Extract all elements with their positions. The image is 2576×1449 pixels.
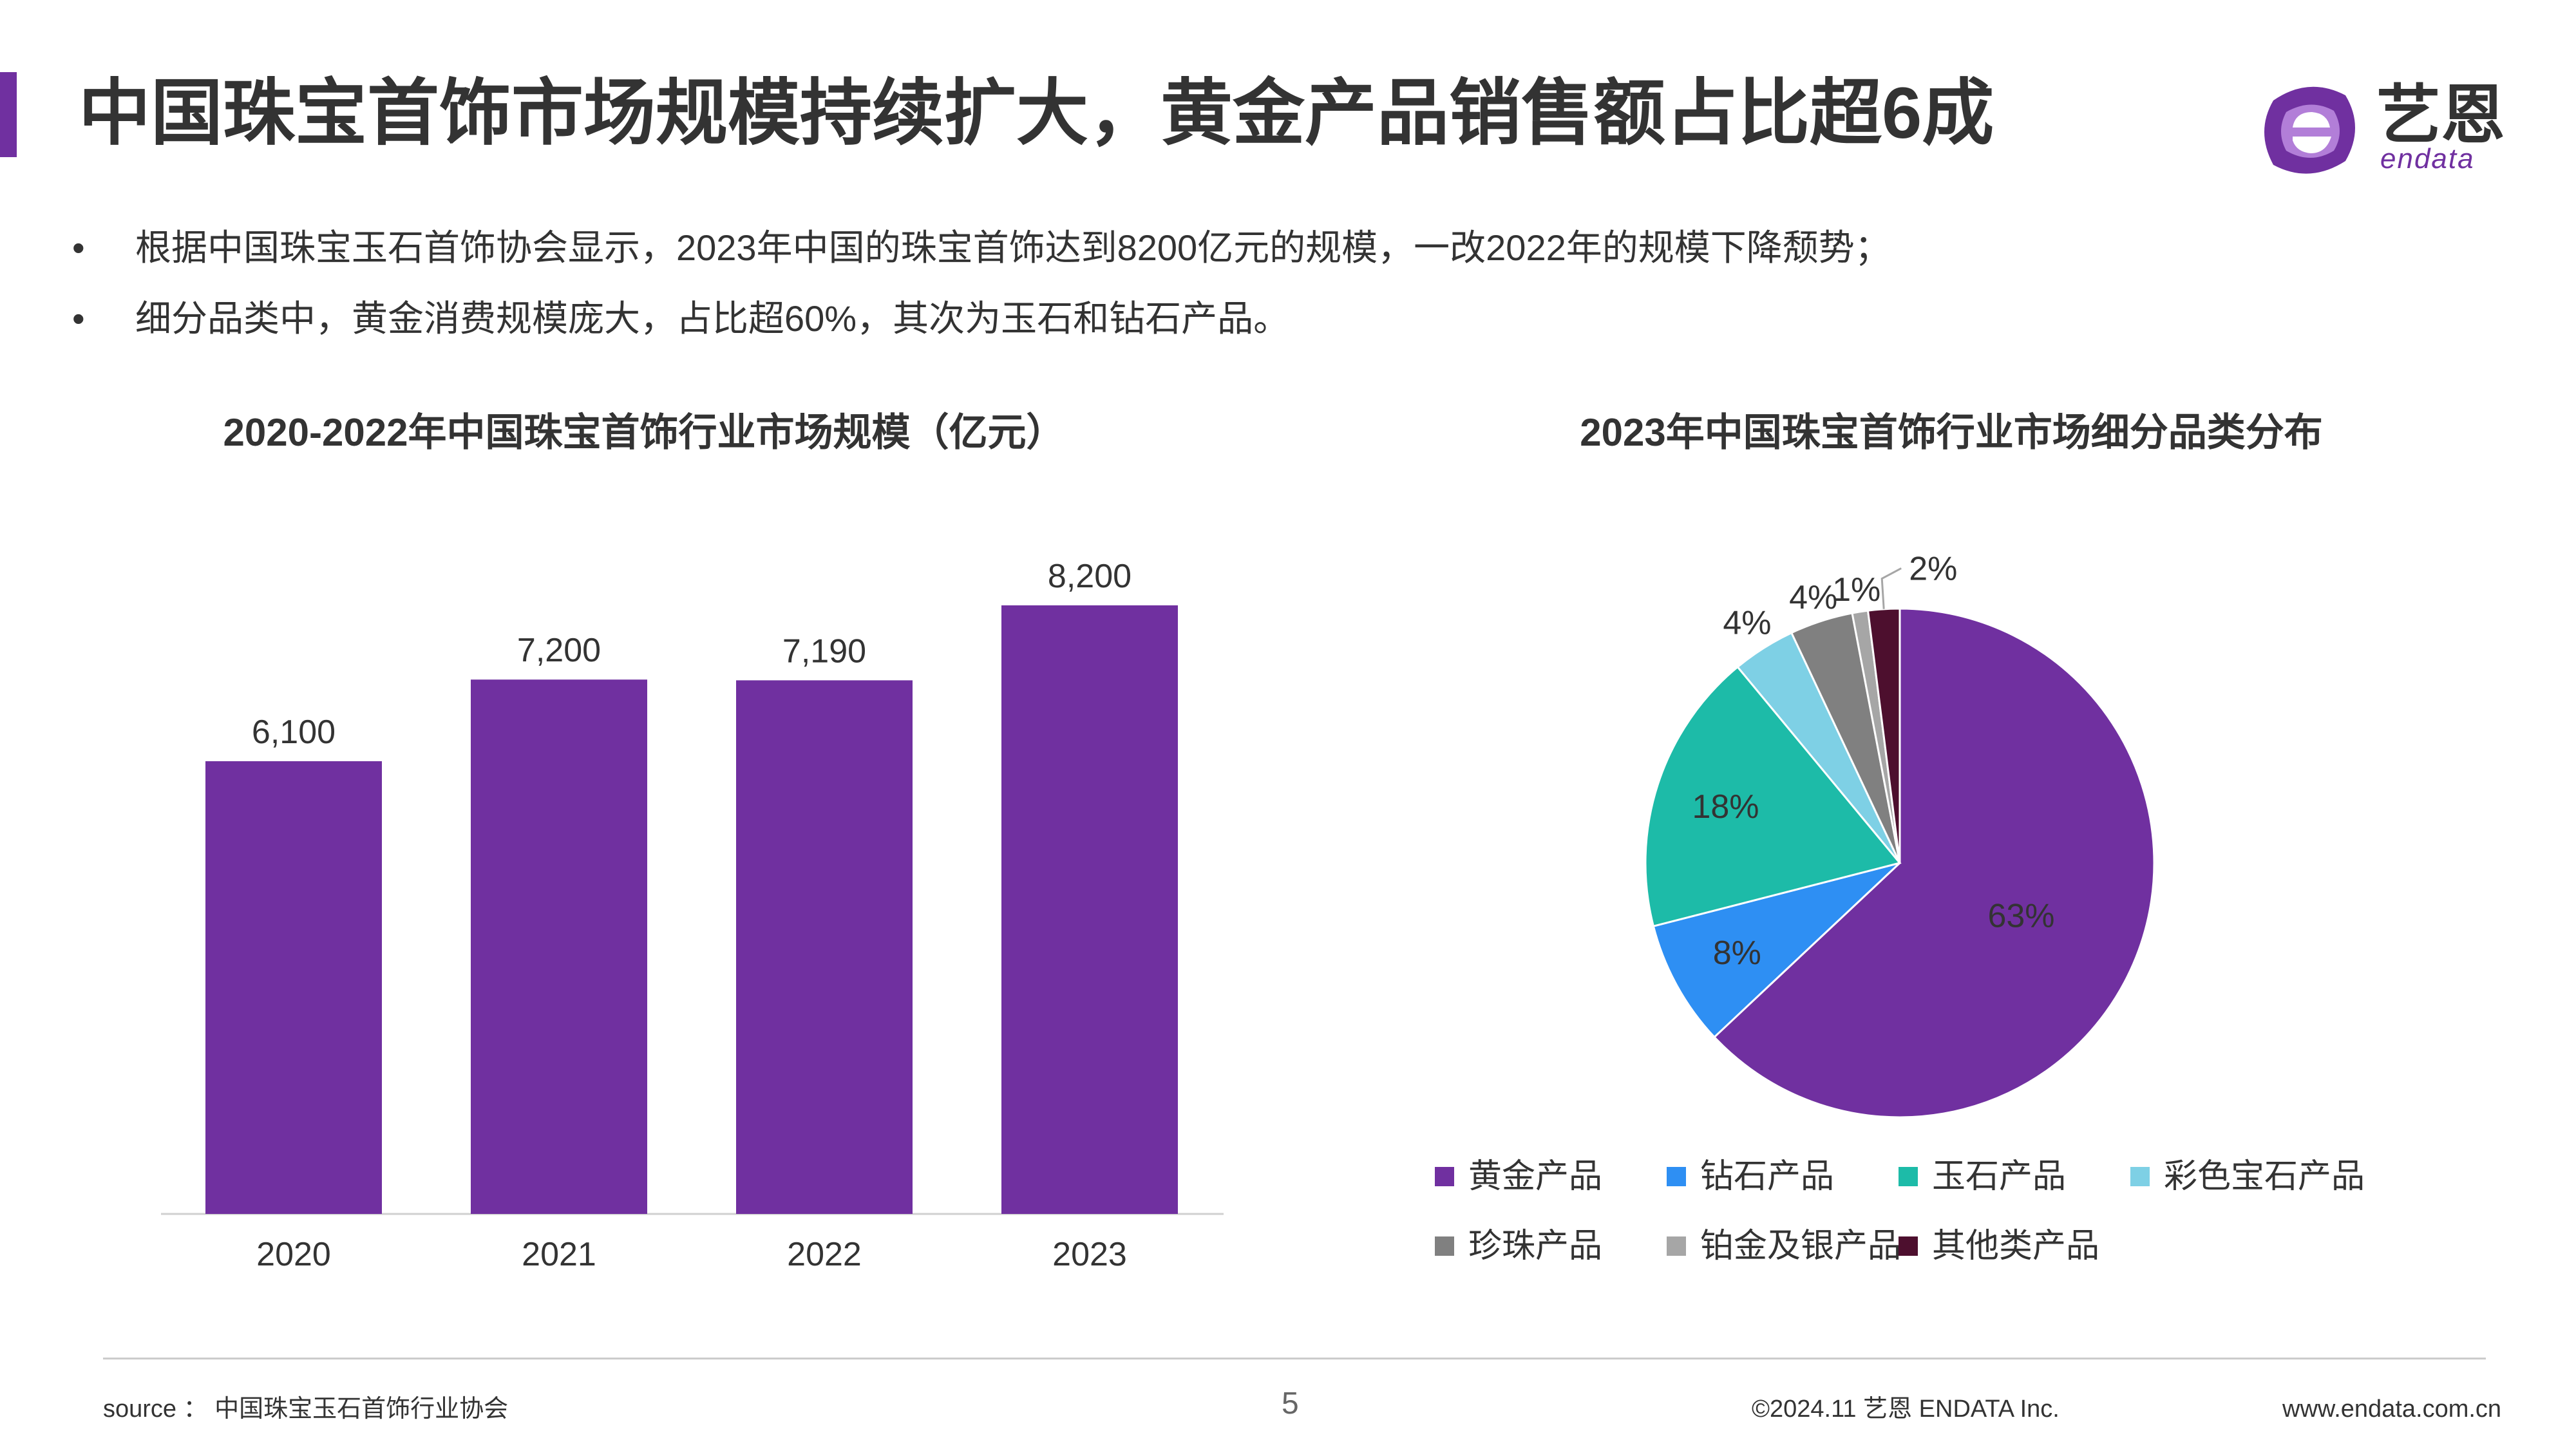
bullet-item: 细分品类中，黄金消费规模庞大，占比超60%，其次为玉石和钻石产品。 bbox=[72, 283, 1891, 354]
pie-chart: 63%8%18%4%4%1%2% bbox=[1644, 550, 2155, 1119]
pie-slice bbox=[1652, 862, 1901, 1039]
legend-swatch bbox=[1899, 1167, 1918, 1186]
bar bbox=[1001, 605, 1178, 1214]
bar-category-label: 2023 bbox=[1052, 1236, 1127, 1273]
bar-category-label: 2021 bbox=[522, 1236, 596, 1273]
bar-category-label: 2022 bbox=[787, 1236, 862, 1273]
bar-chart-title: 2020-2022年中国珠宝首饰行业市场规模（亿元） bbox=[223, 411, 1065, 454]
legend-item: 玉石产品 bbox=[1899, 1153, 2130, 1200]
legend-item: 其他类产品 bbox=[1899, 1222, 2130, 1270]
legend-item: 铂金及银产品 bbox=[1667, 1222, 1902, 1270]
pie-slice bbox=[1644, 665, 1902, 928]
pie-legend: 黄金产品 钻石产品 玉石产品 彩色宝石产品珍珠产品 铂金及银产品 其他类产品 bbox=[1435, 1153, 2517, 1270]
bar-value-label: 6,100 bbox=[252, 714, 336, 751]
page-number: 5 bbox=[1282, 1387, 1299, 1421]
bar-value-label: 8,200 bbox=[1048, 558, 1132, 595]
legend-swatch bbox=[1435, 1236, 1454, 1256]
legend-label: 铂金及银产品 bbox=[1700, 1227, 1902, 1265]
logo-wordmark: 艺恩 bbox=[2376, 79, 2505, 151]
legend-item: 黄金产品 bbox=[1435, 1153, 1667, 1200]
title-accent-bar bbox=[0, 72, 17, 157]
page-title: 中国珠宝首饰市场规模持续扩大，黄金产品销售额占比超6成 bbox=[79, 73, 1994, 153]
legend-label: 钻石产品 bbox=[1700, 1158, 1835, 1195]
pie-value-label: 2% bbox=[1909, 550, 1957, 587]
legend-item: 彩色宝石产品 bbox=[2130, 1153, 2414, 1200]
pie-leader-line bbox=[1880, 567, 1902, 609]
footer-url: www.endata.com.cn bbox=[2282, 1396, 2502, 1423]
bar-value-label: 7,200 bbox=[517, 632, 601, 669]
footer-divider bbox=[103, 1358, 2486, 1359]
bar bbox=[471, 679, 647, 1214]
legend-label: 黄金产品 bbox=[1468, 1158, 1603, 1195]
brand-logo: 艺恩 endata bbox=[2254, 76, 2524, 185]
legend-label: 彩色宝石产品 bbox=[2164, 1158, 2365, 1195]
pie-value-label: 63% bbox=[1987, 898, 2054, 935]
pie-value-label: 8% bbox=[1713, 934, 1761, 972]
pie-value-label: 1% bbox=[1832, 571, 1880, 609]
bar-value-label: 7,190 bbox=[782, 632, 866, 670]
logo-subtitle: endata bbox=[2380, 143, 2475, 175]
bar bbox=[736, 680, 913, 1214]
legend-swatch bbox=[1667, 1167, 1686, 1186]
pie-value-label: 18% bbox=[1692, 788, 1759, 826]
pie-value-label: 4% bbox=[1789, 579, 1837, 616]
pie-chart-title: 2023年中国珠宝首饰行业市场细分品类分布 bbox=[1580, 411, 2323, 454]
legend-label: 玉石产品 bbox=[1932, 1158, 2067, 1195]
bullet-item: 根据中国珠宝玉石首饰协会显示，2023年中国的珠宝首饰达到8200亿元的规模，一… bbox=[72, 213, 1891, 283]
legend-item: 钻石产品 bbox=[1667, 1153, 1899, 1200]
legend-swatch bbox=[2130, 1167, 2150, 1186]
bar-chart: 6,100 2020 7,200 2021 7,190 2022 8,200 2023 bbox=[161, 558, 1224, 1273]
endata-e-logo-icon bbox=[2264, 86, 2355, 174]
bar-category-label: 2020 bbox=[256, 1236, 331, 1273]
bar bbox=[205, 761, 382, 1214]
pie-value-label: 4% bbox=[1723, 604, 1771, 641]
footer-source: source ： 中国珠宝玉石首饰行业协会 bbox=[103, 1396, 509, 1423]
legend-item: 珍珠产品 bbox=[1435, 1222, 1667, 1270]
pie-slice bbox=[1712, 607, 2155, 1119]
footer-copyright: ©2024.11 艺恩 ENDATA Inc. bbox=[1752, 1396, 2060, 1423]
legend-label: 珍珠产品 bbox=[1468, 1227, 1603, 1265]
legend-swatch bbox=[1899, 1236, 1918, 1256]
summary-bullets: 根据中国珠宝玉石首饰协会显示，2023年中国的珠宝首饰达到8200亿元的规模，一… bbox=[72, 213, 1891, 354]
pie-slice bbox=[1866, 607, 1901, 864]
legend-swatch bbox=[1667, 1236, 1686, 1256]
legend-label: 其他类产品 bbox=[1932, 1227, 2100, 1265]
legend-swatch bbox=[1435, 1167, 1454, 1186]
